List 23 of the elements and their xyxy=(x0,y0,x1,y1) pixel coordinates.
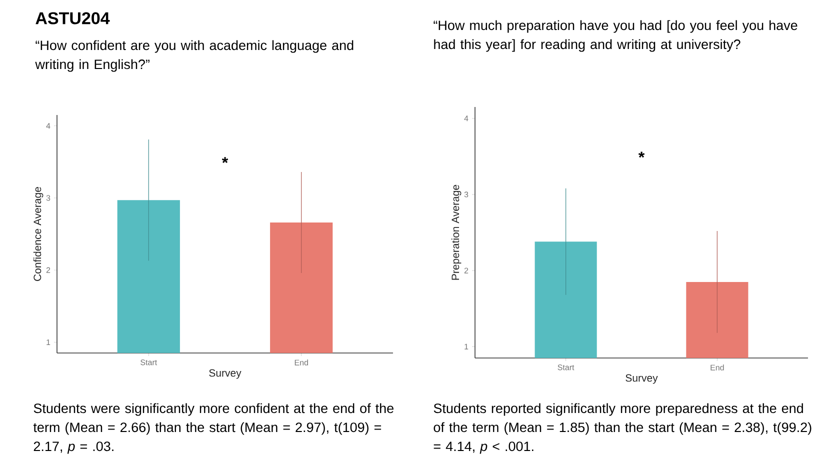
y-tick-label: 1 xyxy=(464,344,468,350)
chart-title: ASTU204 xyxy=(36,12,110,24)
y-tick-label: 3 xyxy=(464,192,468,198)
y-tick-label: 2 xyxy=(464,268,468,274)
text: Students reported significantly more preparedness at the end of the term (Mean = 1.85) than the start (Mean = 2.38), t(99.2) = 4.14, p < .001. xyxy=(434,403,812,454)
x-tick-label: End xyxy=(710,364,724,370)
y-tick-label: 4 xyxy=(464,116,468,122)
y-tick-label: 1 xyxy=(46,339,50,345)
x-axis-title: Survey xyxy=(209,369,242,379)
y-tick-label: 4 xyxy=(46,123,50,129)
x-tick-label: Start xyxy=(558,364,574,370)
x-tick-label: End xyxy=(294,360,308,366)
y-tick-label: 3 xyxy=(46,195,50,201)
y-axis-title: Preperation Average xyxy=(451,184,462,280)
x-axis-title: Survey xyxy=(626,374,658,384)
y-axis-title: Confidence Average xyxy=(33,187,44,281)
chart-title: “How much preparation have you had [do you feel you have had this year] for reading and writing at university? xyxy=(434,20,798,52)
annotation: * xyxy=(222,157,228,164)
y-tick-label: 2 xyxy=(46,267,50,273)
chart-subtitle: “How confident are you with academic language and writing in English?” xyxy=(35,40,354,72)
x-tick-label: Start xyxy=(140,360,158,366)
annotation: * xyxy=(638,152,645,158)
text: Students were significantly more confident at the end of the term (Mean = 2.66) than the start (Mean = 2.97), t(109) = 2.17, p = .03. xyxy=(33,403,394,454)
